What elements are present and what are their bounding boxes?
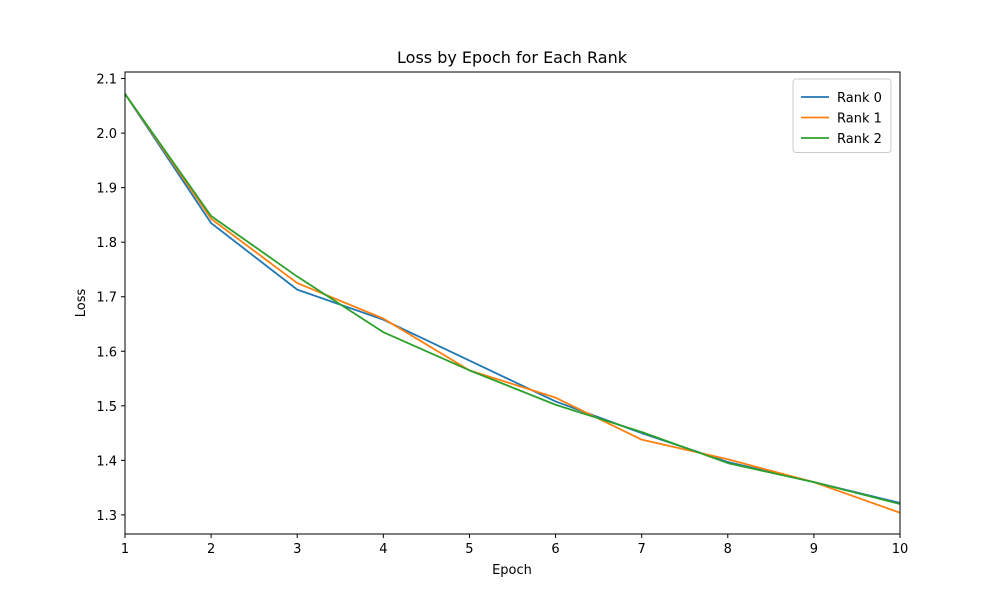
y-tick-label: 1.6 <box>96 345 117 360</box>
y-tick-label: 1.3 <box>96 509 117 524</box>
x-axis-ticks: 1 2 3 4 5 6 7 8 9 10 <box>121 534 908 557</box>
series-line-rank-2 <box>124 93 901 505</box>
series-line-rank-1 <box>124 93 901 514</box>
y-tick-label: 1.5 <box>96 400 117 415</box>
y-tick-label: 1.8 <box>96 236 117 251</box>
y-axis-label: Loss <box>74 289 89 318</box>
plot-lines <box>124 93 901 514</box>
legend: Rank 0 Rank 1 Rank 2 <box>792 78 892 153</box>
x-tick-label: 3 <box>293 542 301 557</box>
legend-label: Rank 0 <box>837 91 882 106</box>
y-tick-label: 2.1 <box>96 73 117 88</box>
x-tick-label: 8 <box>724 542 732 557</box>
y-tick-label: 1.4 <box>96 454 117 469</box>
legend-label: Rank 1 <box>837 112 882 127</box>
x-tick-label: 1 <box>121 542 129 557</box>
x-tick-label: 2 <box>207 542 215 557</box>
x-tick-label: 7 <box>638 542 646 557</box>
y-tick-label: 2.0 <box>96 127 117 142</box>
legend-label: Rank 2 <box>837 132 882 147</box>
series-line-rank-0 <box>124 93 901 504</box>
x-tick-label: 6 <box>551 542 559 557</box>
x-tick-label: 10 <box>892 542 909 557</box>
y-tick-label: 1.9 <box>96 182 117 197</box>
x-tick-label: 4 <box>379 542 387 557</box>
x-tick-label: 5 <box>465 542 473 557</box>
x-axis-label: Epoch <box>492 563 532 578</box>
chart-title: Loss by Epoch for Each Rank <box>397 48 628 67</box>
x-tick-label: 9 <box>810 542 818 557</box>
y-axis-ticks: 1.3 1.4 1.5 1.6 1.7 1.8 1.9 2.0 2.1 <box>96 73 125 524</box>
plot-frame <box>124 71 901 535</box>
y-tick-label: 1.7 <box>96 291 117 306</box>
